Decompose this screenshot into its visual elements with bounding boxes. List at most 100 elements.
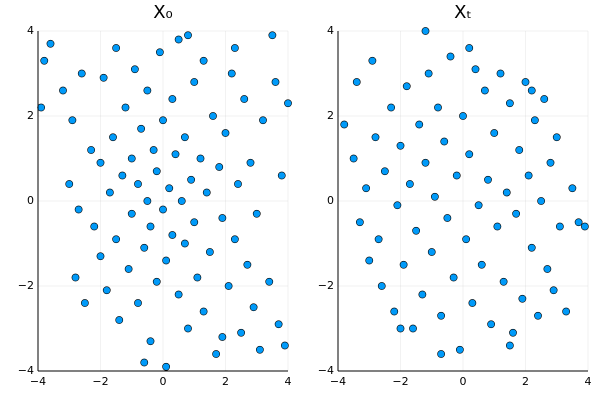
point [143,86,152,95]
point [527,243,536,252]
point [534,311,542,320]
point [527,86,536,95]
point [127,209,136,218]
point [243,260,252,269]
point [146,337,155,346]
point [255,345,264,354]
point [396,141,405,150]
point [196,154,205,163]
x-tick-label: −4 [330,375,346,388]
point [477,260,486,269]
point [127,154,136,163]
point [340,120,349,129]
point [452,171,461,180]
point [230,44,239,52]
point [149,146,158,154]
point [365,256,374,265]
point [555,222,564,231]
point [234,180,242,188]
point [171,150,180,159]
point [496,69,505,78]
y-tick-label: 4 [27,24,34,37]
x-tick-label: 4 [585,375,592,388]
chart-title: Xₜ [454,2,472,23]
point [237,328,246,337]
point [562,307,571,316]
point [421,27,430,35]
point [277,171,286,180]
point [159,205,167,214]
point [137,124,146,133]
point [487,320,496,329]
point [455,345,464,354]
point [71,273,80,282]
point [387,103,396,112]
point [162,362,171,371]
point [96,158,105,167]
point [521,78,530,86]
point [418,290,427,299]
point [462,235,471,244]
point [105,188,114,197]
point [168,95,177,103]
point [249,303,258,312]
point [424,69,433,78]
point [121,103,130,112]
point [427,248,436,256]
y-tick-label: 0 [327,194,334,207]
x-tick-label: −2 [392,375,408,388]
point [434,103,442,112]
point [355,218,364,227]
point [193,273,202,282]
point [493,222,502,231]
point [518,294,527,303]
point [74,205,83,214]
point [90,222,99,231]
point [134,180,142,188]
x-tick-label: −2 [92,375,108,388]
x-tick-label: −4 [30,375,46,388]
point [440,137,449,146]
point [102,286,111,295]
point [349,154,358,163]
point [505,99,514,108]
point [46,39,55,48]
chart-title: X₀ [153,2,173,23]
point [159,116,167,125]
point [190,218,199,227]
point [421,158,430,167]
point [568,184,577,193]
point [168,231,177,239]
y-tick-label: −2 [18,279,34,292]
point [537,197,546,205]
point [502,188,511,197]
point [284,99,292,108]
point [524,171,533,180]
point [480,86,489,95]
point [252,209,261,218]
point [215,163,224,171]
point [371,133,380,142]
point [459,112,467,120]
point [227,69,236,78]
point [152,277,161,286]
point [399,260,408,269]
point [530,116,539,125]
point [224,282,233,290]
point [177,197,186,205]
point [165,184,174,193]
point [465,44,474,52]
point [184,31,192,40]
point [143,197,152,205]
point [112,235,121,244]
point [540,95,549,103]
point [199,307,208,316]
point [549,286,558,295]
point [362,184,371,193]
point [505,341,514,350]
point [465,150,474,159]
point [240,95,249,103]
x-tick-label: 2 [222,375,229,388]
point [155,48,164,57]
y-tick-label: 4 [327,24,334,37]
